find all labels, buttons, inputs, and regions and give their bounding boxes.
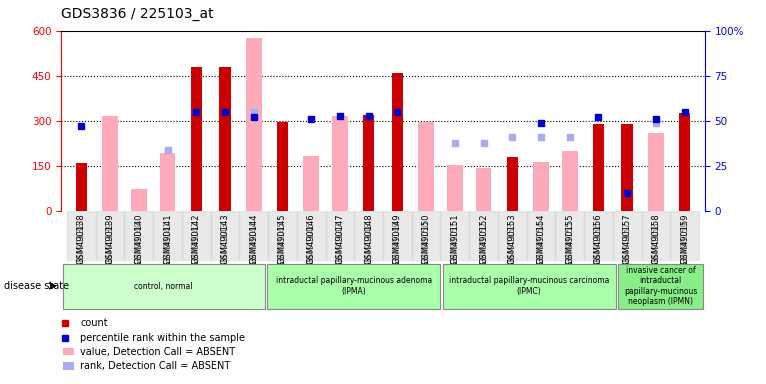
Bar	[297, 211, 326, 261]
Text: GSM490147: GSM490147	[336, 214, 345, 264]
Bar	[527, 211, 555, 261]
Text: percentile rank within the sample: percentile rank within the sample	[80, 333, 245, 343]
Bar	[303, 156, 319, 211]
Text: GSM490154: GSM490154	[536, 214, 545, 264]
Bar	[561, 151, 578, 211]
Bar	[67, 211, 96, 261]
Bar	[363, 115, 375, 211]
Text: intraductal papillary-mucinous carcinoma
(IPMC): intraductal papillary-mucinous carcinoma…	[449, 276, 610, 296]
Bar	[533, 162, 549, 211]
Bar	[469, 211, 498, 261]
Bar	[332, 116, 348, 211]
Text: GSM490146: GSM490146	[306, 214, 316, 264]
Bar	[326, 211, 355, 261]
Bar	[96, 211, 124, 261]
Text: control, normal: control, normal	[134, 281, 193, 291]
Bar	[131, 189, 147, 211]
Bar	[412, 211, 440, 261]
Text: GSM490153: GSM490153	[508, 214, 517, 264]
Text: rank, Detection Call = ABSENT: rank, Detection Call = ABSENT	[80, 361, 231, 371]
Bar	[613, 211, 642, 261]
Text: GSM490158: GSM490158	[651, 214, 660, 264]
Bar	[76, 163, 87, 211]
FancyBboxPatch shape	[63, 263, 264, 309]
Text: GSM490149: GSM490149	[393, 214, 402, 264]
Bar	[593, 124, 604, 211]
Text: GSM490150: GSM490150	[421, 214, 430, 264]
Text: GSM490155: GSM490155	[565, 214, 574, 264]
Bar	[239, 211, 268, 261]
FancyBboxPatch shape	[443, 263, 616, 309]
Bar	[555, 211, 584, 261]
Text: GSM490139: GSM490139	[106, 214, 115, 264]
FancyBboxPatch shape	[267, 263, 440, 309]
Text: GSM490138: GSM490138	[77, 214, 86, 265]
Bar	[498, 211, 527, 261]
Bar	[391, 73, 403, 211]
Bar	[440, 211, 469, 261]
Bar	[621, 124, 633, 211]
Bar	[648, 133, 664, 211]
Text: GSM490148: GSM490148	[364, 214, 373, 264]
Bar	[277, 122, 288, 211]
Bar	[383, 211, 412, 261]
Bar	[246, 38, 262, 211]
Bar	[476, 167, 492, 211]
Bar	[124, 211, 153, 261]
Bar	[191, 67, 202, 211]
Text: GSM490152: GSM490152	[479, 214, 488, 264]
Bar	[506, 157, 518, 211]
Text: GSM490159: GSM490159	[680, 214, 689, 264]
Text: GSM490140: GSM490140	[134, 214, 143, 264]
Text: GSM490142: GSM490142	[192, 214, 201, 264]
Text: GDS3836 / 225103_at: GDS3836 / 225103_at	[61, 7, 214, 21]
Text: GSM490145: GSM490145	[278, 214, 287, 264]
Text: GSM490151: GSM490151	[450, 214, 460, 264]
Bar	[64, 348, 74, 355]
Bar	[219, 67, 231, 211]
Bar	[64, 362, 74, 370]
Bar	[354, 211, 383, 261]
Bar	[584, 211, 613, 261]
Bar	[102, 116, 118, 211]
Bar	[670, 211, 699, 261]
Bar	[418, 122, 434, 211]
Text: GSM490141: GSM490141	[163, 214, 172, 264]
Bar	[447, 165, 463, 211]
Text: count: count	[80, 318, 108, 328]
Bar	[642, 211, 670, 261]
Text: invasive cancer of
intraductal
papillary-mucinous
neoplasm (IPMN): invasive cancer of intraductal papillary…	[624, 266, 698, 306]
Text: value, Detection Call = ABSENT: value, Detection Call = ABSENT	[80, 347, 235, 357]
Text: disease state: disease state	[4, 281, 69, 291]
Text: GSM490157: GSM490157	[623, 214, 632, 264]
Text: GSM490156: GSM490156	[594, 214, 603, 264]
Bar	[159, 152, 175, 211]
Bar	[679, 113, 690, 211]
Text: GSM490144: GSM490144	[249, 214, 258, 264]
FancyBboxPatch shape	[618, 263, 703, 309]
Bar	[211, 211, 239, 261]
Text: intraductal papillary-mucinous adenoma
(IPMA): intraductal papillary-mucinous adenoma (…	[276, 276, 432, 296]
Text: GSM490143: GSM490143	[221, 214, 230, 264]
Bar	[153, 211, 182, 261]
Bar	[268, 211, 297, 261]
Bar	[182, 211, 211, 261]
